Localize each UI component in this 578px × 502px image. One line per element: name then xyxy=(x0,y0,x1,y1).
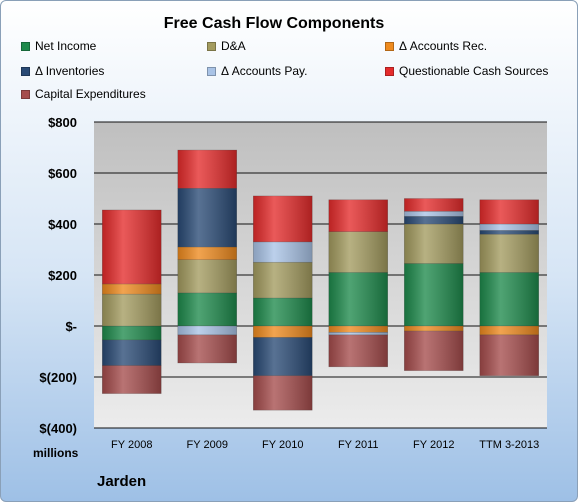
bar-segment-shading xyxy=(404,211,464,217)
chart-title: Free Cash Flow Components xyxy=(163,15,385,32)
legend-item-capex: Capital Expenditures xyxy=(21,85,146,103)
bar-segment-shading xyxy=(479,334,539,376)
x-tick-label: FY 2010 xyxy=(262,439,303,451)
x-tick-label: TTM 3-2013 xyxy=(479,439,539,451)
y-tick-label: $(200) xyxy=(39,370,77,385)
x-tick-label: FY 2009 xyxy=(187,439,228,451)
x-tick-label: FY 2008 xyxy=(111,439,152,451)
bar-segment-shading xyxy=(253,326,313,338)
legend-label: Questionable Cash Sources xyxy=(399,64,549,78)
legend-label: Capital Expenditures xyxy=(35,87,146,101)
legend-swatch xyxy=(207,66,216,76)
bar-segment-shading xyxy=(177,292,237,326)
bar-segment-shading xyxy=(102,294,162,326)
bar-segment-shading xyxy=(479,272,539,326)
legend-swatch xyxy=(385,41,394,51)
bar-segment-shading xyxy=(253,337,313,376)
company-name: Jarden xyxy=(97,473,147,490)
bar-segment-shading xyxy=(328,272,388,326)
y-tick-label: $800 xyxy=(48,115,77,130)
legend-item-questionable-cash: Questionable Cash Sources xyxy=(385,62,548,80)
bar-segment-shading xyxy=(102,283,162,295)
legend-swatch xyxy=(21,89,30,99)
bar-segment-shading xyxy=(404,263,464,326)
bar-segment-shading xyxy=(177,259,237,293)
legend-label: D&A xyxy=(221,39,246,53)
bar-segment-shading xyxy=(177,334,237,363)
legend-item-da: D&A xyxy=(207,37,246,55)
bar-segment-shading xyxy=(404,331,464,371)
bar-segment-shading xyxy=(404,224,464,264)
bar-segment-shading xyxy=(404,216,464,224)
bar-segment-shading xyxy=(253,241,313,263)
bar-segment-shading xyxy=(102,340,162,366)
legend-swatch xyxy=(21,66,30,76)
legend-label: Net Income xyxy=(35,39,97,53)
bar-segment-shading xyxy=(253,297,313,326)
bar-segment-shading xyxy=(404,198,464,212)
bar-segment-shading xyxy=(177,246,237,260)
bar-segment-shading xyxy=(177,188,237,247)
bar-segment-shading xyxy=(479,230,539,235)
x-tick-label: FY 2012 xyxy=(413,439,454,451)
legend-label: Δ Accounts Pay. xyxy=(221,64,308,78)
legend-item-inventories: Δ Inventories xyxy=(21,62,104,80)
bar-segment-shading xyxy=(253,262,313,298)
bar-segment-shading xyxy=(102,209,162,284)
legend-label: Δ Inventories xyxy=(35,64,105,78)
y-tick-label: $- xyxy=(65,319,77,334)
bar-segment-shading xyxy=(177,326,237,335)
y-tick-label: $600 xyxy=(48,166,77,181)
bar-segment-shading xyxy=(177,150,237,189)
bar-segment-shading xyxy=(328,332,388,335)
bar-segment-shading xyxy=(479,199,539,224)
bar-segment-shading xyxy=(253,195,313,242)
bar-segment-shading xyxy=(479,224,539,231)
legend-swatch xyxy=(385,66,394,76)
bar-segment-shading xyxy=(102,326,162,341)
bar-segment-shading xyxy=(102,365,162,394)
y-tick-label: $400 xyxy=(48,217,77,232)
legend-label: Δ Accounts Rec. xyxy=(399,39,488,53)
bar-segment-shading xyxy=(328,231,388,273)
bar-segment-shading xyxy=(328,199,388,232)
bar-segment-shading xyxy=(328,334,388,367)
legend: Net Income D&A Δ Accounts Rec. Δ Invento… xyxy=(21,37,571,107)
bar-segment-shading xyxy=(404,326,464,332)
x-tick-label: FY 2011 xyxy=(338,439,379,451)
legend-item-accounts-rec: Δ Accounts Rec. xyxy=(385,37,487,55)
legend-swatch xyxy=(21,41,30,51)
legend-item-accounts-pay: Δ Accounts Pay. xyxy=(207,62,308,80)
legend-swatch xyxy=(207,41,216,51)
y-tick-label: $(400) xyxy=(39,421,77,436)
legend-item-net-income: Net Income xyxy=(21,37,96,55)
bar-segment-shading xyxy=(253,375,313,411)
bar-segment-shading xyxy=(479,326,539,335)
bar-segment-shading xyxy=(328,326,388,333)
bar-segment-shading xyxy=(479,234,539,273)
unit-label: millions xyxy=(33,446,79,460)
y-tick-label: $200 xyxy=(48,268,77,283)
